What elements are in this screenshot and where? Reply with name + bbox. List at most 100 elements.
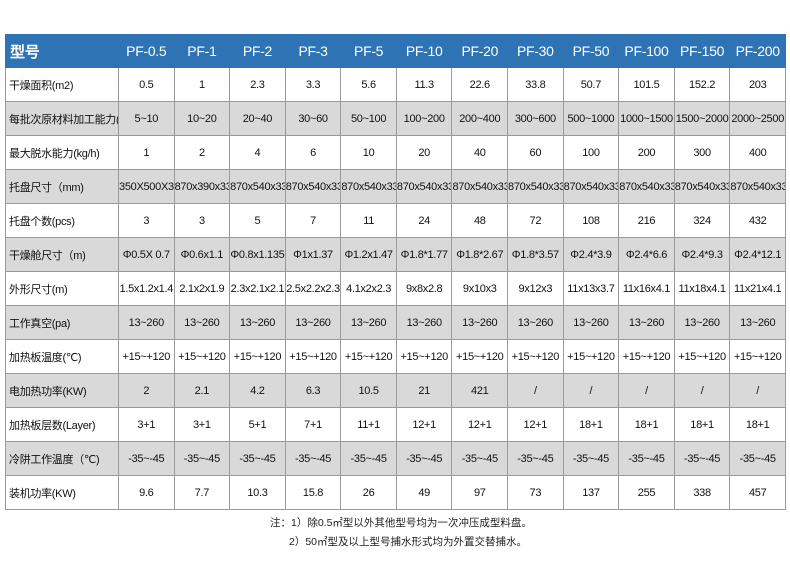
table-cell: 870x540x33	[451, 169, 509, 204]
header-model: PF-200	[729, 34, 786, 68]
table-cell: 11x18x4.1	[673, 271, 731, 306]
table-row: 托盘尺寸（mm) 350X500X35 870x390x33 870x540x33 87…	[5, 169, 786, 204]
table-cell: 12+1	[451, 407, 509, 442]
table-cell: 26	[340, 475, 397, 510]
table-cell: +15~+120	[395, 339, 453, 374]
table-cell: 12+1	[507, 407, 564, 442]
table-cell: 7+1	[284, 407, 342, 442]
table-cell: 11+1	[340, 407, 397, 442]
table-row: 干燥面积(m2) 0.5 1 2.3 3.3 5.6 11.3 22.6 33.8 50.7 101…	[5, 67, 786, 102]
row-label: 电加热功率(KW)	[5, 373, 119, 408]
table-cell: 9.6	[118, 475, 175, 510]
table-cell: 2.3	[229, 67, 286, 102]
table-cell: 13~260	[395, 305, 453, 340]
table-row: 冷阱工作温度（℃) -35~-45 -35~-45 -35~-45 -35~-45 -35…	[5, 441, 786, 476]
table-cell: 5+1	[229, 407, 286, 442]
table-cell: 18+1	[562, 407, 620, 442]
table-cell: Φ2.4*12.1	[729, 237, 786, 272]
table-cell: 203	[729, 67, 786, 102]
table-cell: 11	[340, 203, 397, 238]
table-cell: -35~-45	[340, 441, 397, 476]
table-cell: 6.3	[284, 373, 342, 408]
table-cell: 100~200	[395, 101, 453, 136]
table-cell: 870x540x33	[229, 169, 286, 204]
table-cell: 4	[229, 135, 286, 170]
table-row: 每批次原材料加工能力(kg)5~1010~2020~4030~6050~1001…	[5, 101, 786, 136]
table-cell: 870x540x33	[562, 169, 620, 204]
table-cell: /	[618, 373, 675, 408]
header-row: 型号 PF-0.5 PF-1 PF-2 PF-3 PF-5 PF-10 PF-20 PF-30…	[5, 34, 786, 68]
table-cell: 13~260	[340, 305, 397, 340]
table-cell: Φ1.8*2.67	[451, 237, 509, 272]
table-cell: 255	[618, 475, 675, 510]
row-label: 外形尺寸(m)	[5, 271, 119, 306]
table-cell: 2000~2500	[729, 101, 786, 136]
row-label: 干燥舱尺寸（m)	[5, 237, 119, 272]
table-cell: 60	[507, 135, 564, 170]
table-cell: 152.2	[673, 67, 731, 102]
table-cell: 97	[451, 475, 509, 510]
row-label: 加热板层数(Layer)	[5, 407, 119, 442]
header-model-label: 型号	[5, 34, 119, 68]
table-row: 干燥舱尺寸（m) Φ0.5X 0.7 Φ0.6x1.1 Φ0.8x1.135 Φ1x1.…	[5, 237, 786, 272]
table-cell: 2.1x2x1.9	[173, 271, 231, 306]
table-cell: 101.5	[618, 67, 675, 102]
table-cell: -35~-45	[673, 441, 731, 476]
table-cell: +15~+120	[618, 339, 675, 374]
table-cell: 12+1	[395, 407, 453, 442]
table-cell: 870x540x33	[507, 169, 564, 204]
table-cell: /	[562, 373, 620, 408]
table-cell: /	[507, 373, 564, 408]
notes: 注：1）除0.5㎡型以外其他型号均为一次冲压成型料盘。 2）50㎡型及以上型号捕…	[270, 514, 532, 552]
table-cell: 1	[118, 135, 175, 170]
table-cell: 870x540x33	[340, 169, 397, 204]
table-cell: Φ2.4*3.9	[562, 237, 620, 272]
table-cell: 18+1	[673, 407, 731, 442]
table-cell: +15~+120	[284, 339, 342, 374]
table-cell: 0.5	[118, 67, 175, 102]
table-cell: 870x540x33	[673, 169, 731, 204]
table-cell: -35~-45	[507, 441, 564, 476]
table-cell: +15~+120	[507, 339, 564, 374]
table-cell: -35~-45	[229, 441, 286, 476]
table-cell: 870x540x33	[284, 169, 342, 204]
table-cell: 300~600	[507, 101, 564, 136]
table-cell: 13~260	[507, 305, 564, 340]
table-row: 工作真空(pa) 13~260 13~260 13~260 13~260 13~260 13…	[5, 305, 786, 340]
table-cell: 200	[618, 135, 675, 170]
table-cell: 870x540x33	[618, 169, 675, 204]
table-cell: 9x12x3	[507, 271, 564, 306]
table-cell: 18+1	[729, 407, 786, 442]
header-model: PF-30	[507, 34, 564, 68]
table-cell: 30~60	[284, 101, 342, 136]
table-row: 最大脱水能力(kg/h) 1 2 4 6 10 20 40 60 100 200 300 400	[5, 135, 786, 170]
row-label: 最大脱水能力(kg/h)	[5, 135, 119, 170]
header-model: PF-2	[229, 34, 286, 68]
table-cell: 3	[173, 203, 231, 238]
table-cell: +15~+120	[729, 339, 786, 374]
table-cell: Φ2.4*9.3	[673, 237, 731, 272]
table-cell: 1500~2000	[673, 101, 731, 136]
table-cell: 1000~1500	[618, 101, 675, 136]
table-cell: 870x540x33	[729, 169, 786, 204]
table-cell: 5~10	[118, 101, 175, 136]
table-cell: 100	[562, 135, 620, 170]
table-cell: 9x10x3	[451, 271, 509, 306]
table-cell: 20	[395, 135, 453, 170]
table-cell: 5.6	[340, 67, 397, 102]
table-cell: 350X500X35	[118, 169, 175, 204]
table-cell: 9x8x2.8	[395, 271, 453, 306]
table-cell: 11x16x4.1	[618, 271, 675, 306]
table-cell: 6	[284, 135, 342, 170]
table-cell: -35~-45	[562, 441, 620, 476]
table-cell: 13~260	[729, 305, 786, 340]
header-model: PF-0.5	[118, 34, 175, 68]
table-row: 外形尺寸(m) 1.5x1.2x1.4 2.1x2x1.9 2.3x2.1x2.1 2.…	[5, 271, 786, 306]
table-cell: /	[673, 373, 731, 408]
row-label: 冷阱工作温度（℃)	[5, 441, 119, 476]
table-cell: 3+1	[118, 407, 175, 442]
table-cell: 48	[451, 203, 509, 238]
row-label: 托盘个数(pcs)	[5, 203, 119, 238]
spec-table: 型号 PF-0.5 PF-1 PF-2 PF-3 PF-5 PF-10 PF-20 PF-30…	[5, 34, 786, 510]
table-cell: 22.6	[451, 67, 509, 102]
